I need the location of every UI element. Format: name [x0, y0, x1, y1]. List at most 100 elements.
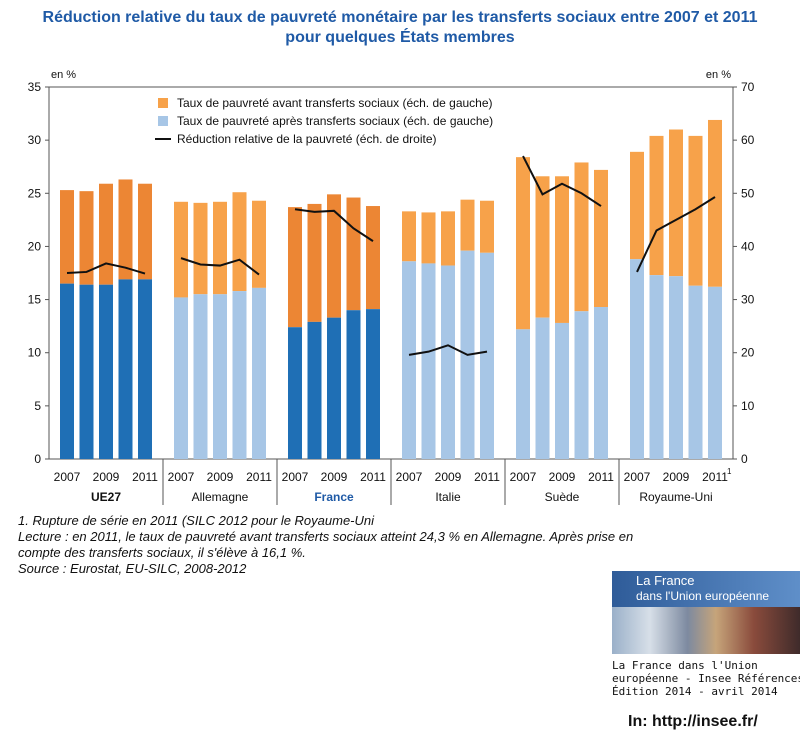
- source-note: Source : Eurostat, EU-SILC, 2008-2012: [18, 561, 247, 576]
- bar-before-transfers: [213, 201, 227, 295]
- bar-after-transfers: [649, 275, 664, 459]
- bar-after-transfers: [688, 285, 703, 459]
- y-left-unit: en %: [51, 69, 76, 81]
- bar-after-transfers: [60, 283, 74, 459]
- y-right-tick-label: 60: [741, 133, 755, 147]
- bar-after-transfers: [138, 279, 152, 459]
- reference-line-1: La France dans l'Union: [612, 659, 758, 672]
- reading-note-line-2: compte des transferts sociaux, il s'élèv…: [18, 545, 306, 560]
- bar-after-transfers: [288, 327, 302, 459]
- bar-before-transfers: [252, 200, 266, 288]
- x-year-label: 2007: [54, 470, 81, 484]
- y-left-tick-label: 35: [28, 80, 42, 94]
- bar-before-transfers: [630, 151, 644, 260]
- bar-after-transfers: [252, 287, 266, 459]
- chart-title-line-1: Réduction relative du taux de pauvreté m…: [42, 9, 758, 26]
- bar-after-transfers: [441, 265, 455, 459]
- legend-label: Réduction relative de la pauvreté (éch. …: [177, 132, 436, 146]
- bar-after-transfers: [327, 317, 341, 459]
- y-left-tick-label: 5: [34, 399, 41, 413]
- reduction-line: [408, 344, 488, 356]
- bar-after-transfers: [630, 259, 644, 459]
- legend-swatch: [158, 116, 168, 126]
- cover-title-line-1: La France: [636, 573, 695, 588]
- x-year-label: 2011: [132, 470, 158, 484]
- bar-after-transfers: [79, 284, 94, 459]
- bar-before-transfers: [480, 200, 494, 253]
- bar-before-transfers: [288, 207, 302, 328]
- chart-title: Réduction relative du taux de pauvreté m…: [0, 8, 800, 48]
- bar-before-transfers: [366, 206, 380, 310]
- bar-after-transfers: [193, 294, 208, 459]
- reference-line-2: européenne - Insee Références: [612, 672, 800, 685]
- bar-before-transfers: [441, 211, 455, 266]
- bar-before-transfers: [138, 183, 152, 280]
- bar-after-transfers: [480, 252, 494, 459]
- y-left-tick-label: 25: [28, 186, 42, 200]
- bar-after-transfers: [669, 276, 683, 459]
- x-year-label: 2011: [246, 470, 272, 484]
- bar-before-transfers: [649, 135, 664, 276]
- legend-swatch: [158, 98, 168, 108]
- reduction-line: [522, 155, 602, 207]
- publication-cover: La France dans l'Union européenne: [612, 571, 800, 654]
- bar-after-transfers: [421, 263, 436, 459]
- x-year-label: 2011: [474, 470, 500, 484]
- source-url[interactable]: In: http://insee.fr/: [628, 713, 758, 730]
- bar-before-transfers: [708, 119, 722, 287]
- x-year-label: 2009: [435, 470, 462, 484]
- bar-before-transfers: [688, 135, 703, 286]
- group-label: Italie: [435, 490, 461, 504]
- y-right-tick-label: 10: [741, 399, 755, 413]
- bar-before-transfers: [79, 191, 94, 285]
- chart-notes: 1. Rupture de série en 2011 (SILC 2012 p…: [18, 513, 778, 577]
- y-left-tick-label: 0: [34, 452, 41, 466]
- x-year-label: 2009: [321, 470, 348, 484]
- bar-after-transfers: [174, 297, 188, 459]
- group-label: Suède: [545, 490, 580, 504]
- group-label: Royaume-Uni: [639, 490, 712, 504]
- y-left-tick-label: 15: [28, 293, 42, 307]
- cover-banner: [612, 571, 800, 607]
- bar-after-transfers: [346, 310, 361, 459]
- x-year-label: 2007: [624, 470, 651, 484]
- bar-before-transfers: [174, 201, 188, 298]
- cover-title-line-2: dans l'Union européenne: [636, 589, 770, 603]
- legend-label: Taux de pauvreté avant transferts sociau…: [177, 96, 493, 110]
- bar-after-transfers: [594, 307, 608, 459]
- footnote-marker: 1: [727, 467, 732, 476]
- bar-before-transfers: [535, 176, 550, 318]
- group-label: Allemagne: [192, 490, 249, 504]
- y-right-unit: en %: [706, 69, 731, 81]
- y-left-tick-label: 10: [28, 346, 42, 360]
- y-left-tick-label: 20: [28, 239, 42, 253]
- x-year-label: 2011: [702, 470, 728, 484]
- footnote-text: 1. Rupture de série en 2011 (SILC 2012 p…: [18, 513, 375, 528]
- bar-before-transfers: [555, 176, 569, 323]
- reference-line-3: Édition 2014 - avril 2014: [612, 685, 778, 698]
- x-year-label: 2011: [360, 470, 386, 484]
- group-label: France: [314, 490, 354, 504]
- y-right-tick-label: 20: [741, 346, 755, 360]
- x-year-label: 2009: [207, 470, 234, 484]
- bar-after-transfers: [307, 321, 322, 459]
- bar-before-transfers: [118, 179, 133, 280]
- bar-before-transfers: [421, 212, 436, 264]
- y-right-tick-label: 30: [741, 293, 755, 307]
- x-year-label: 2011: [588, 470, 614, 484]
- bar-before-transfers: [669, 129, 683, 277]
- bar-before-transfers: [99, 183, 113, 285]
- y-right-tick-label: 0: [741, 452, 748, 466]
- y-right-tick-label: 50: [741, 186, 755, 200]
- bar-after-transfers: [402, 261, 416, 459]
- bar-after-transfers: [99, 284, 113, 459]
- bar-after-transfers: [516, 329, 530, 459]
- bar-after-transfers: [535, 317, 550, 459]
- publication-reference: La France dans l'Union européenne - Inse…: [612, 659, 800, 698]
- reduction-line: [180, 257, 260, 276]
- bar-before-transfers: [193, 202, 208, 295]
- y-left-tick-label: 30: [28, 133, 42, 147]
- bar-before-transfers: [307, 203, 322, 322]
- bar-before-transfers: [60, 190, 74, 284]
- reading-note-line-1: Lecture : en 2011, le taux de pauvreté a…: [18, 529, 634, 544]
